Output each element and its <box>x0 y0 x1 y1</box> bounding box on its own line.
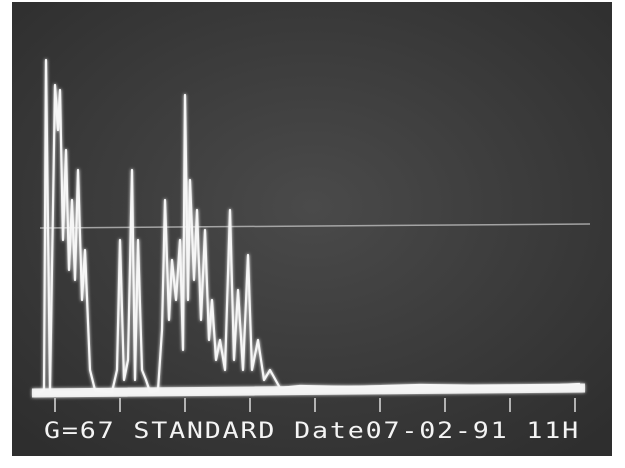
oscilloscope-screen: G=67 STANDARD Date07-02-91 11H <box>0 0 625 468</box>
baseline-glow <box>32 388 585 393</box>
status-line: G=67 STANDARD Date07-02-91 11H <box>44 419 580 444</box>
page: {"screen": {"status_line": "G=67 STANDAR… <box>0 0 625 468</box>
